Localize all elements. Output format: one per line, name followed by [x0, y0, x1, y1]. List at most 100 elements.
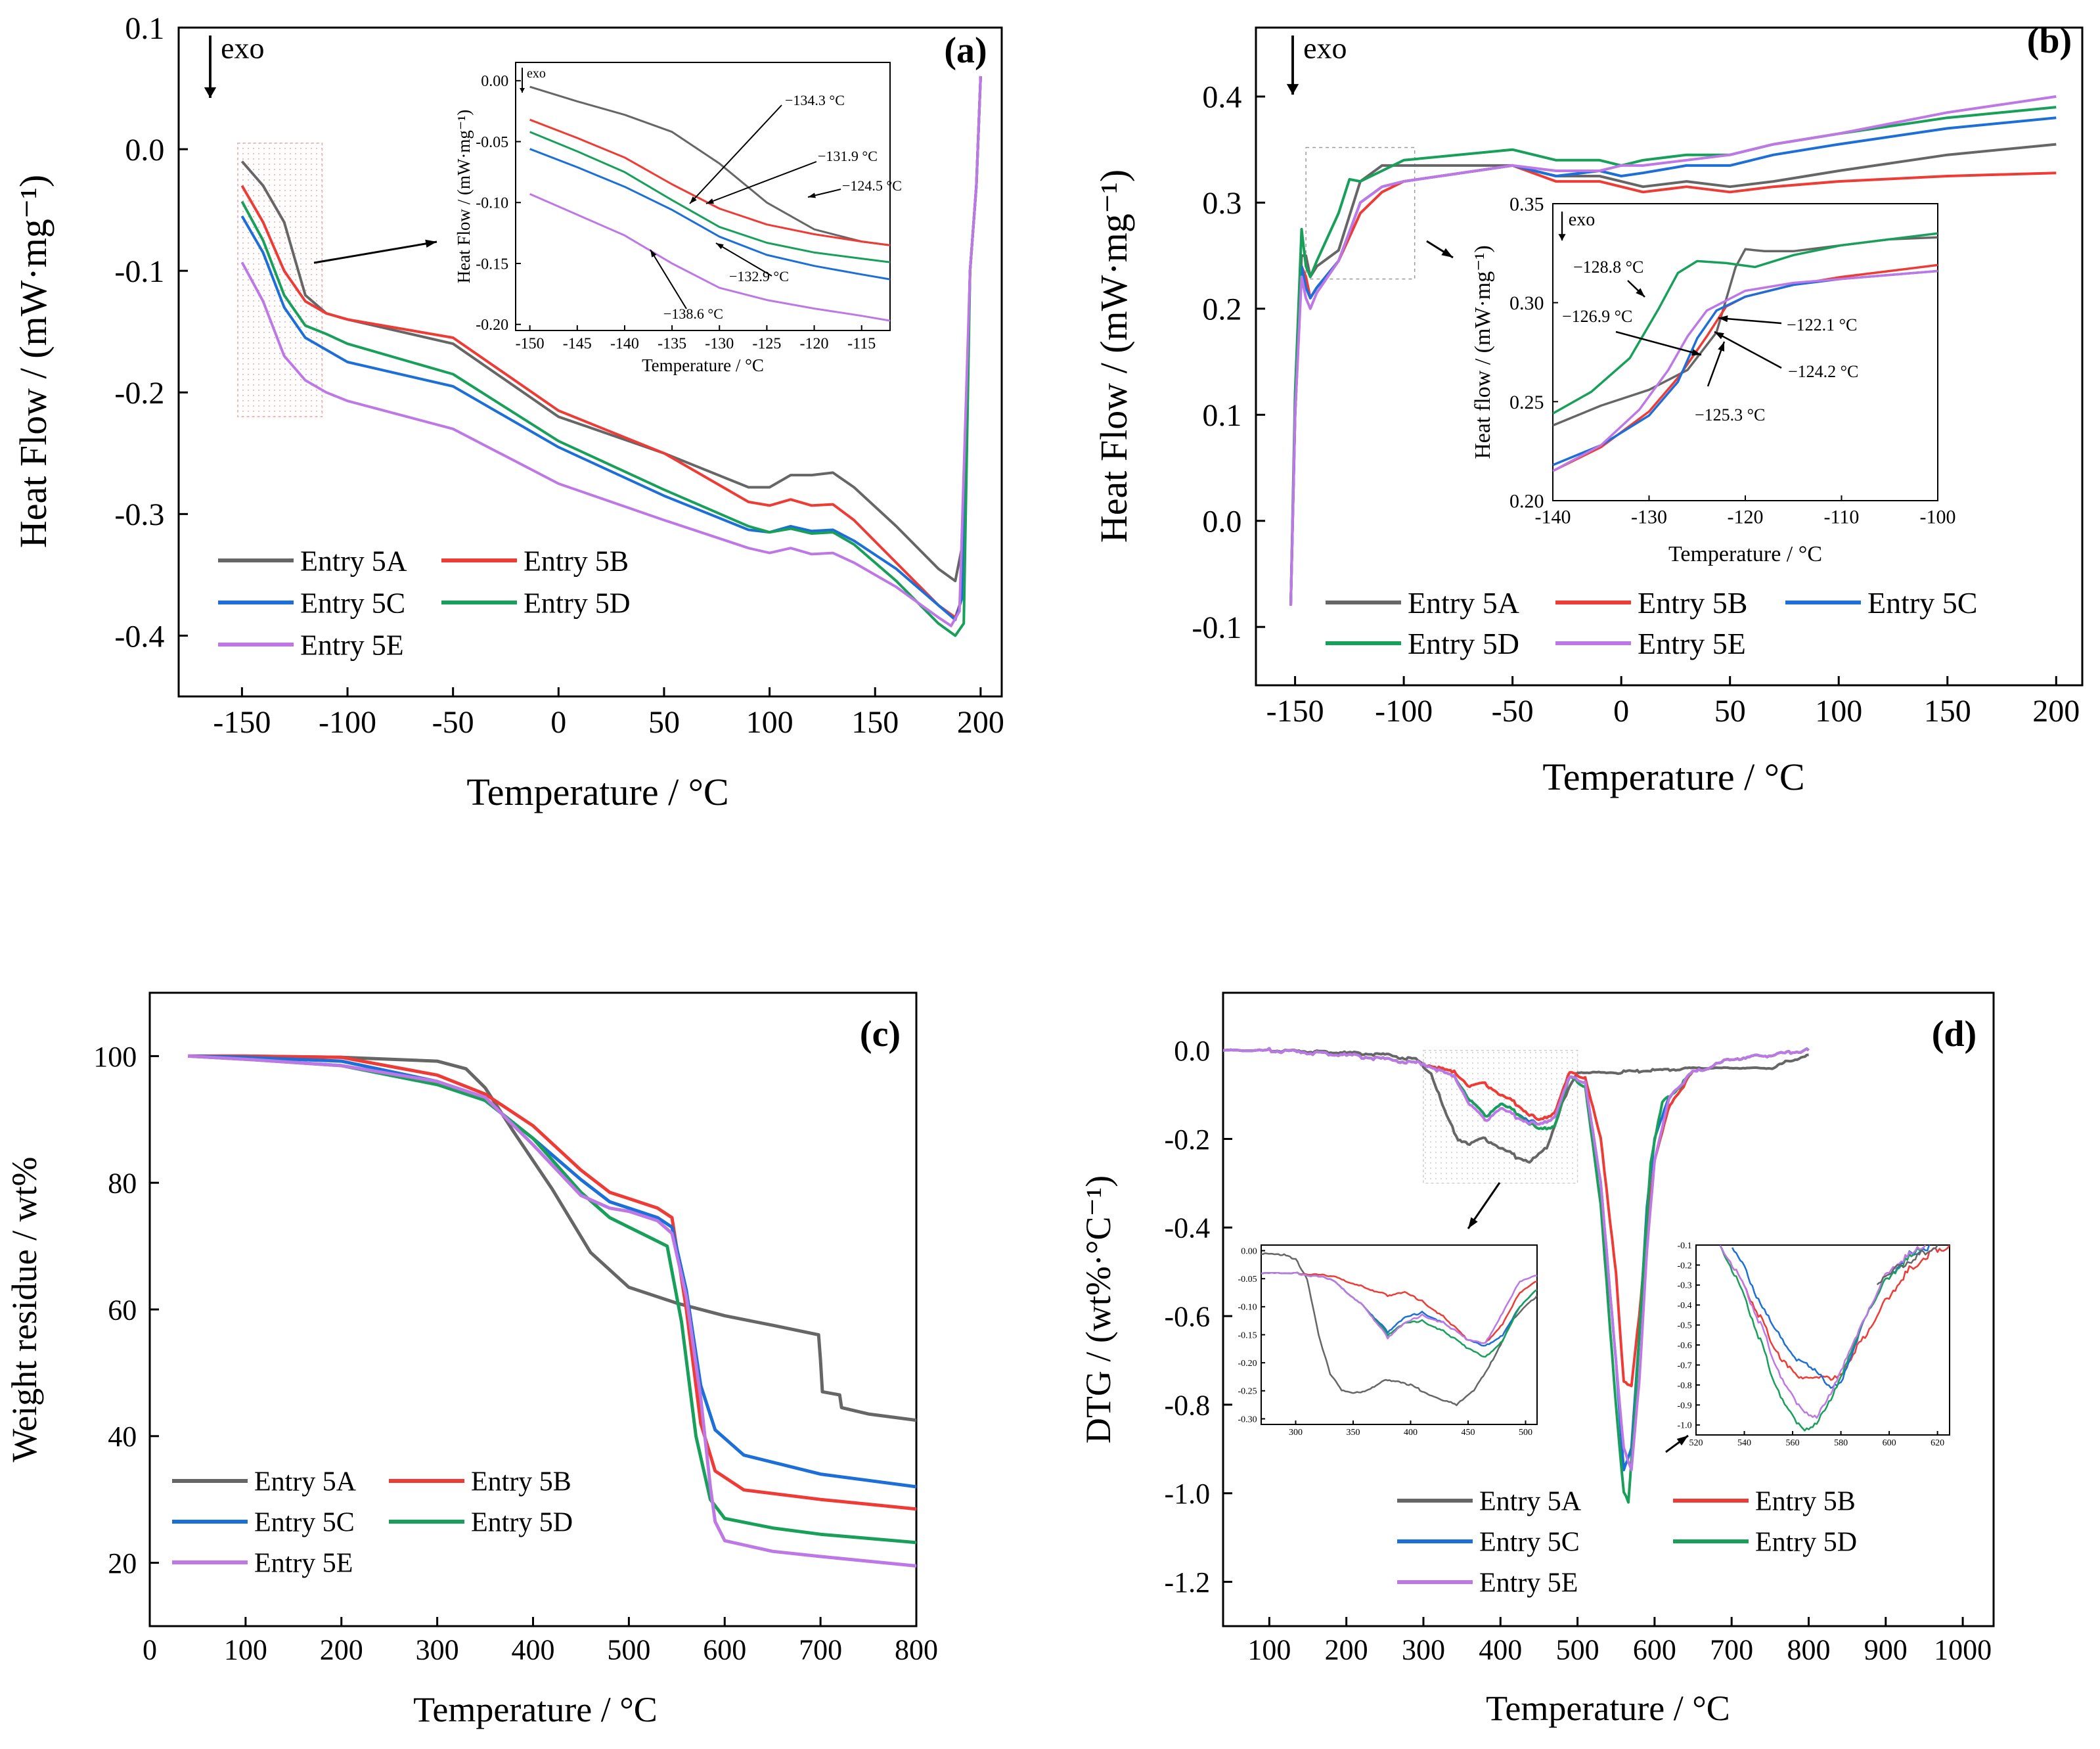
dr-x-tick-label: 600	[1883, 1438, 1896, 1448]
c-series-entry-5d	[188, 1054, 916, 1545]
b-plot-frame	[1255, 26, 2084, 687]
d-legend-label-entry-5e: Entry 5E	[1479, 1568, 1578, 1599]
a-inset-x-label: Temperature / °C	[642, 355, 764, 375]
dl-series-group	[1261, 1252, 1537, 1407]
a-series-entry-5e	[240, 76, 982, 627]
d-x-tick-label: 400	[1479, 1634, 1522, 1666]
d-legend-label-entry-5a: Entry 5A	[1479, 1487, 1582, 1517]
a-inset-annotation: −134.3 °C	[785, 92, 845, 108]
a-inset-annotation-arrow	[715, 242, 772, 277]
c-legend-label-entry-5e: Entry 5E	[254, 1549, 353, 1579]
a-inset-exo-label: exo	[527, 66, 546, 81]
a-inset-y-tick-label: -0.10	[476, 195, 508, 212]
dl-x-tick-label: 500	[1519, 1428, 1532, 1438]
b-inset-annotation: −128.8 °C	[1573, 258, 1643, 277]
dl-series-entry-5b	[1261, 1271, 1537, 1344]
panel-d: 100 200 300 400 500 600 700 800 900 10000.0-0.2-0…	[1079, 991, 1995, 1728]
a-inset-annotation-arrow-head	[690, 196, 697, 204]
a-inset-annotation-arrow-head	[808, 193, 816, 198]
b-inset-y-label: Heat flow / (mW·mg⁻¹)	[1471, 245, 1495, 459]
a-inset-annotation-arrow	[705, 161, 817, 204]
b-inset-x-tick-label: -100	[1920, 507, 1956, 528]
c-x-tick-label: 800	[895, 1634, 938, 1666]
a-inset-x-tick-label: -140	[610, 336, 639, 353]
b-inset-annotation-arrow-head	[1691, 349, 1701, 356]
d-panel-label: (d)	[1932, 1014, 1977, 1055]
d-inset-left: 300 350 400 450 500 0.00 -0.05 -0.10 -0.15 -0.20 -…	[1238, 1244, 1538, 1438]
a-inset-annotation: −131.9 °C	[818, 148, 878, 164]
b-legend-label-entry-5e: Entry 5E	[1638, 627, 1746, 660]
a-inset-annotation-arrow-head	[716, 243, 724, 250]
a-inset-exo-arrowhead	[520, 88, 525, 93]
dl-y-tick-label: -0.15	[1238, 1330, 1257, 1340]
b-legend-label-entry-5b: Entry 5B	[1638, 586, 1747, 620]
dl-series-entry-5e	[1261, 1271, 1537, 1344]
b-series-entry-5e	[1289, 95, 2057, 606]
dr-series-group	[1719, 1245, 1950, 1432]
b-series-group	[1289, 95, 2057, 606]
a-y-tick-label: -0.2	[114, 376, 164, 411]
a-inset-x-ticks: -150 -145 -140 -135 -130 -125 -120 -115	[516, 325, 876, 353]
c-y-ticks: 100 80 60 40 20	[93, 1041, 159, 1579]
b-inset-series-entry-5d	[1553, 232, 1938, 415]
b-inset-series-group	[1553, 232, 1938, 472]
a-inset-y-tick-label: -0.20	[476, 317, 508, 334]
c-legend-label-entry-5d: Entry 5D	[471, 1508, 573, 1538]
c-series-entry-5c	[188, 1054, 916, 1489]
dl-y-tick-label: -0.05	[1238, 1275, 1257, 1284]
a-legend-label-entry-5e: Entry 5E	[300, 629, 404, 661]
a-y-axis-label: Heat Flow / (mW·mg⁻¹)	[12, 175, 55, 548]
a-y-tick-label: 0.0	[125, 133, 164, 168]
a-legend-label-entry-5c: Entry 5C	[300, 587, 405, 619]
b-inset-x-tick-label: -130	[1631, 507, 1667, 528]
a-inset-series-entry-5d	[529, 131, 890, 263]
b-y-tick-label: 0.0	[1202, 505, 1241, 539]
a-legend-label-entry-5a: Entry 5A	[300, 545, 407, 577]
a-inset-y-tick-label: -0.05	[476, 134, 508, 151]
dr-y-tick-label: -0.9	[1678, 1401, 1692, 1411]
a-inset-series-entry-5a	[529, 85, 890, 246]
c-series-entry-5a	[188, 1054, 916, 1422]
b-inset-annotation-arrow	[1615, 330, 1702, 356]
a-plot-frame	[177, 26, 1003, 698]
dr-y-tick-label: -1.0	[1678, 1421, 1692, 1431]
dl-y-ticks: 0.00 -0.05 -0.10 -0.15 -0.20 -0.25 -0.30	[1238, 1246, 1265, 1424]
c-legend: Entry 5A Entry 5B Entry 5C Entry 5D Entry 5E	[172, 1467, 573, 1579]
b-inset-annotation: −124.2 °C	[1788, 362, 1858, 381]
dr-x-tick-label: 560	[1786, 1438, 1800, 1448]
a-inset-series-group	[529, 85, 890, 322]
c-y-tick-label: 100	[93, 1041, 137, 1073]
b-x-tick-label: 0	[1613, 694, 1629, 729]
c-series-entry-5e	[188, 1054, 916, 1568]
a-x-tick-label: 150	[851, 705, 899, 740]
dr-x-tick-label: 520	[1689, 1438, 1703, 1448]
b-x-tick-label: 150	[1924, 694, 1971, 729]
dl-x-tick-label: 450	[1462, 1428, 1475, 1438]
d-y-tick-label: 0.0	[1174, 1035, 1210, 1067]
a-zoom-arrow	[313, 240, 437, 264]
b-inset: -140 -130 -120 -110 -100 0.35 0.30 0.25 0.20 Temp…	[1471, 194, 1956, 567]
b-inset-annotation: −126.9 °C	[1562, 307, 1632, 326]
b-y-tick-label: 0.4	[1202, 80, 1241, 115]
a-y-tick-label: -0.4	[114, 619, 164, 654]
a-x-tick-label: -50	[432, 705, 474, 740]
b-inset-annotation-arrow	[1714, 330, 1782, 369]
d-legend: Entry 5A Entry 5B Entry 5C Entry 5D Entry 5E	[1397, 1487, 1857, 1599]
a-inset-series-entry-5b	[529, 118, 890, 246]
a-inset-y-tick-label: 0.00	[481, 73, 508, 90]
b-y-tick-label: 0.2	[1202, 292, 1241, 327]
d-y-tick-label: -1.0	[1165, 1478, 1211, 1510]
dl-y-tick-label: -0.30	[1238, 1415, 1257, 1424]
a-exo-label: exo	[221, 32, 264, 65]
panel-c: 0 100 200 300 400 500 600 700 800 100 80 60 40 20 Temp…	[5, 991, 938, 1729]
b-inset-y-ticks: 0.35 0.30 0.25 0.20	[1509, 194, 1558, 512]
panel-a: -150 -100 -50 0 50 100 150 200 0.1 0.0 -0.1 -0.2 -0.…	[12, 11, 1004, 813]
b-x-ticks: -150 -100 -50 0 50 100 150 200	[1266, 676, 2080, 729]
d-y-tick-label: -0.4	[1165, 1212, 1211, 1244]
a-inset: -150 -145 -140 -135 -130 -125 -120 -115 0.00 -0.0…	[454, 62, 902, 375]
a-inset-y-tick-label: -0.15	[476, 256, 508, 273]
d-x-tick-label: 300	[1402, 1634, 1445, 1666]
b-inset-y-tick-label: 0.35	[1509, 194, 1544, 216]
a-x-ticks: -150 -100 -50 0 50 100 150 200	[213, 687, 1004, 740]
